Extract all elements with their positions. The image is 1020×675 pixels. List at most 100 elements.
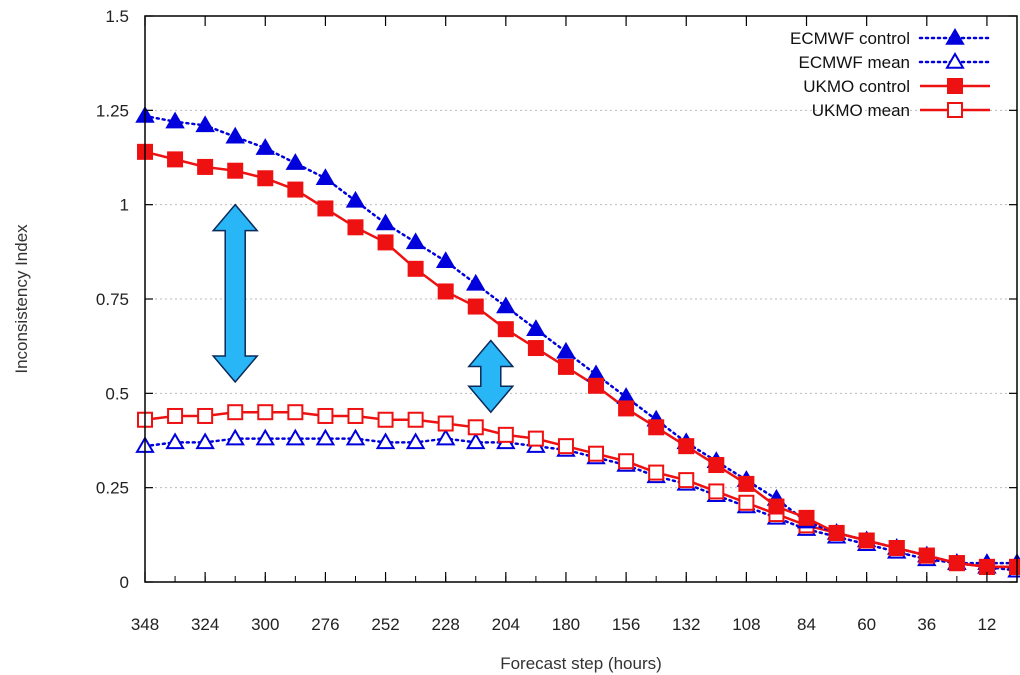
point-ukmo-control: [347, 219, 364, 236]
point-ukmo-mean: [407, 411, 424, 428]
point-ukmo-control: [437, 283, 454, 300]
point-ecmwf-mean: [315, 428, 336, 446]
point-ukmo-mean: [287, 404, 304, 421]
point-ecmwf-control: [375, 213, 396, 231]
x-tick-label: 300: [251, 615, 279, 634]
x-tick-label: 156: [612, 615, 640, 634]
point-ukmo-control: [197, 158, 214, 175]
point-ukmo-control: [167, 151, 184, 168]
point-ecmwf-control: [285, 153, 306, 170]
point-ukmo-mean: [167, 407, 184, 424]
legend: ECMWF control ECMWF mean UKMO control UKMO …: [790, 28, 992, 120]
point-ukmo-control: [768, 498, 785, 515]
point-ecmwf-control: [556, 341, 576, 359]
x-tick-label: 348: [131, 615, 159, 634]
point-ecmwf-control: [165, 111, 185, 129]
point-ukmo-mean: [708, 483, 725, 500]
point-ukmo-control: [317, 200, 334, 217]
point-ukmo-control: [948, 555, 965, 572]
series-line-ukmo-control: [144, 150, 1017, 569]
point-ecmwf-control: [225, 126, 245, 144]
x-tick-label: 132: [672, 615, 700, 634]
double-arrow-annotation: [211, 203, 259, 384]
point-ukmo-control: [798, 509, 815, 526]
point-ecmwf-control: [195, 115, 215, 133]
legend-label-ukmo-control: UKMO control: [803, 77, 910, 96]
x-tick-label: 84: [797, 615, 816, 634]
point-ukmo-control: [888, 540, 905, 557]
y-tick-label: 0: [120, 573, 129, 592]
x-tick-label: 252: [371, 615, 399, 634]
y-tick-label: 1.25: [96, 101, 129, 120]
point-ukmo-mean: [227, 404, 244, 421]
point-ukmo-control: [708, 457, 725, 474]
point-ecmwf-mean: [255, 428, 276, 446]
grid-lines: [145, 109, 1017, 489]
point-ukmo-mean: [377, 411, 394, 428]
x-tick-label: 36: [917, 615, 936, 634]
y-axis-title: Inconsistency Index: [12, 224, 31, 374]
point-ukmo-mean: [497, 426, 514, 443]
x-tick-label: 108: [732, 615, 760, 634]
point-ukmo-mean: [678, 472, 695, 489]
point-ecmwf-mean: [195, 432, 215, 450]
point-ukmo-control: [527, 340, 544, 357]
point-ecmwf-control: [405, 232, 426, 250]
x-tick-label: 204: [492, 615, 520, 634]
point-ukmo-mean: [557, 438, 574, 455]
point-ukmo-control: [828, 524, 845, 541]
x-tick-label: 324: [191, 615, 219, 634]
point-ukmo-control: [557, 358, 574, 375]
double-arrow-annotation: [467, 339, 515, 414]
y-tick-label: 0.25: [96, 479, 129, 498]
point-ecmwf-mean: [225, 428, 245, 446]
x-axis-ticks: 348 324 300 276 252 228 204 180 156 132 108 84 60 36 1…: [131, 16, 1018, 634]
point-ukmo-mean: [257, 404, 274, 421]
x-tick-label: 180: [552, 615, 580, 634]
legend-marker-ecmwf-mean: [945, 52, 965, 69]
point-ukmo-control: [377, 234, 394, 251]
point-ecmwf-control: [496, 296, 516, 314]
point-ukmo-control: [497, 321, 514, 338]
point-ukmo-control: [467, 298, 484, 315]
point-ukmo-mean: [527, 430, 544, 447]
point-ecmwf-control: [315, 168, 336, 186]
series-line-ukmo-mean: [144, 410, 1017, 569]
point-ecmwf-control: [435, 251, 456, 269]
y-axis-ticks: 0 0.25 0.5 0.75 1 1.25 1.5: [96, 7, 1017, 592]
point-ukmo-mean: [197, 407, 214, 424]
point-ukmo-control: [407, 260, 424, 277]
point-ukmo-control: [858, 532, 875, 549]
point-ecmwf-control: [526, 319, 546, 336]
point-ukmo-control: [1009, 558, 1020, 575]
y-tick-label: 0.5: [105, 384, 129, 403]
series-line-ecmwf-mean: [143, 437, 1019, 572]
x-tick-label: 228: [432, 615, 460, 634]
point-ukmo-control: [227, 162, 244, 179]
point-ukmo-control: [738, 475, 755, 492]
series-lines: [143, 114, 1019, 572]
point-ukmo-control: [287, 181, 304, 198]
point-ecmwf-mean: [375, 432, 396, 450]
point-ecmwf-control: [466, 273, 486, 291]
legend-marker-ecmwf-control: [945, 28, 965, 45]
point-ukmo-control: [978, 558, 995, 575]
x-axis-title: Forecast step (hours): [500, 654, 662, 673]
x-tick-label: 60: [857, 615, 876, 634]
point-ukmo-mean: [437, 415, 454, 432]
point-ukmo-mean: [618, 453, 635, 470]
legend-label-ecmwf-control: ECMWF control: [790, 29, 910, 48]
point-ukmo-mean: [467, 419, 484, 436]
point-ecmwf-mean: [466, 432, 486, 450]
point-ukmo-mean: [648, 464, 665, 481]
point-ukmo-control: [588, 377, 605, 394]
series-markers: [135, 106, 1020, 578]
x-tick-label: 12: [977, 615, 996, 634]
point-ukmo-control: [618, 400, 635, 417]
point-ukmo-mean: [317, 407, 334, 424]
legend-marker-ukmo-control: [947, 78, 963, 94]
legend-label-ukmo-mean: UKMO mean: [812, 101, 910, 120]
point-ukmo-mean: [588, 445, 605, 462]
legend-marker-ukmo-mean: [947, 102, 963, 118]
